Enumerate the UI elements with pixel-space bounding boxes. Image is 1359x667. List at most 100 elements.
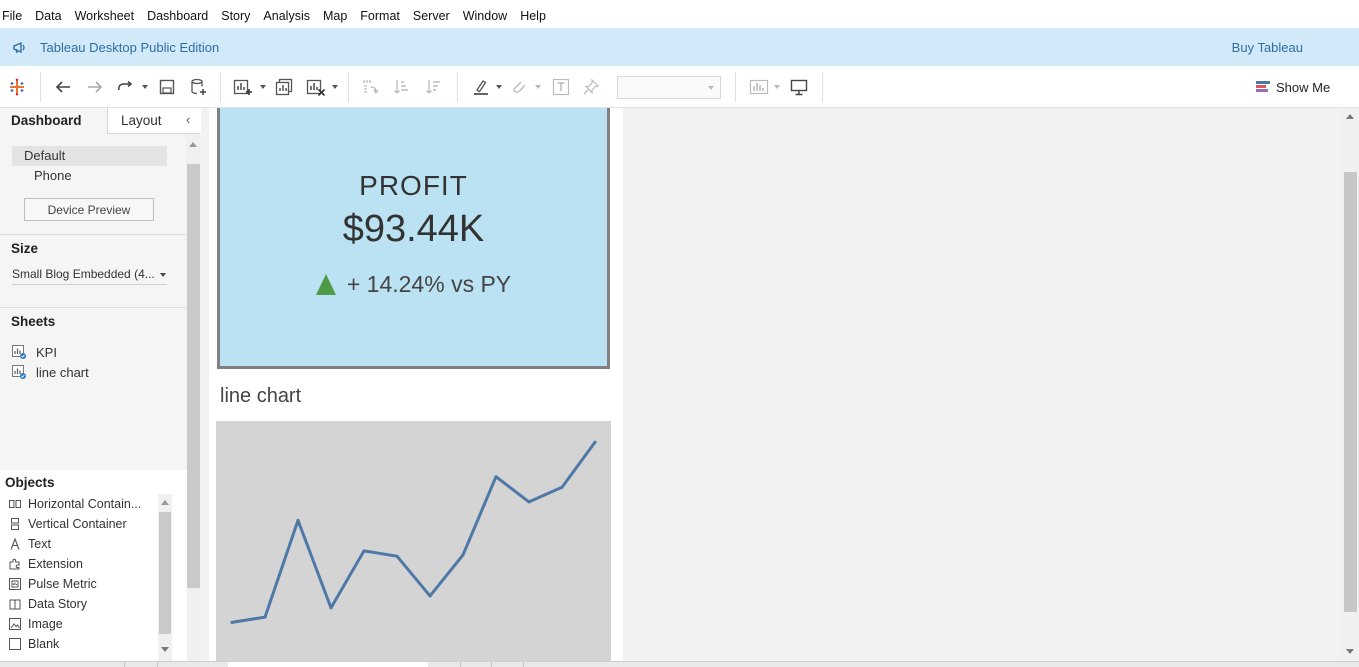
replay-icon[interactable] — [114, 76, 136, 98]
pulse-metric-icon — [9, 578, 21, 590]
tab-layout[interactable]: Layout — [107, 108, 200, 134]
highlight-dropdown-caret[interactable] — [496, 85, 502, 89]
duplicate-sheet-icon[interactable] — [273, 76, 295, 98]
pane-tabs: Dashboard Layout — [0, 108, 200, 134]
object-extension[interactable]: Extension — [9, 556, 83, 572]
size-dropdown[interactable]: Small Blog Embedded (4... — [12, 267, 167, 285]
kpi-delta-text: + 14.24% vs PY — [346, 271, 512, 297]
buy-tableau-link[interactable]: Buy Tableau — [1231, 39, 1303, 55]
save-icon[interactable] — [156, 76, 178, 98]
show-cards-icon — [748, 76, 770, 98]
object-blank[interactable]: Blank — [9, 636, 59, 652]
series-line[interactable] — [230, 440, 597, 624]
object-image[interactable]: Image — [9, 616, 63, 632]
data-point[interactable] — [428, 594, 432, 598]
data-story-icon — [9, 598, 21, 610]
menu-window[interactable]: Window — [462, 9, 508, 23]
highlight-icon[interactable] — [470, 76, 492, 98]
tableau-logo-icon[interactable] — [6, 76, 28, 98]
label-icon — [550, 76, 572, 98]
group-dropdown-caret — [535, 85, 541, 89]
menu-worksheet[interactable]: Worksheet — [74, 9, 135, 23]
menu-help[interactable]: Help — [520, 9, 546, 23]
data-point[interactable] — [395, 554, 399, 558]
device-preview-button[interactable]: Device Preview — [24, 198, 154, 221]
show-me-icon — [1256, 80, 1270, 94]
sort-descending-icon — [423, 76, 445, 98]
menu-data[interactable]: Data — [35, 9, 62, 23]
object-horizontal-container[interactable]: Horizontal Contain... — [9, 496, 141, 512]
pin-icon — [580, 76, 602, 98]
presentation-icon[interactable] — [788, 76, 810, 98]
menu-story[interactable]: Story — [221, 9, 251, 23]
menu-analysis[interactable]: Analysis — [263, 9, 310, 23]
kpi-label: PROFIT — [359, 170, 468, 201]
data-point[interactable] — [560, 485, 564, 489]
tab-dashboard[interactable]: Dashboard — [0, 108, 107, 134]
redo-icon[interactable] — [84, 76, 106, 98]
device-default[interactable]: Default — [12, 146, 167, 166]
menu-dashboard[interactable]: Dashboard — [147, 9, 209, 23]
extension-icon — [9, 558, 21, 570]
toolbar-separator — [348, 72, 349, 102]
new-datasource-icon[interactable] — [188, 76, 210, 98]
object-vertical-container[interactable]: Vertical Container — [9, 516, 127, 532]
clear-sheet-dropdown-caret[interactable] — [332, 85, 338, 89]
object-data-story[interactable]: Data Story — [9, 596, 87, 612]
new-sheet-dropdown-caret[interactable] — [260, 85, 266, 89]
toolbar-separator — [220, 72, 221, 102]
device-phone[interactable]: Phone — [34, 168, 72, 183]
dashboard-pane: Dashboard Layout ‹ Default Phone Device … — [0, 108, 201, 661]
show-me-label: Show Me — [1276, 79, 1331, 95]
data-point[interactable] — [263, 615, 267, 619]
line-chart[interactable] — [216, 421, 611, 661]
sheet-tab-bar — [0, 661, 1359, 667]
data-point[interactable] — [494, 475, 498, 479]
canvas-scrollbar[interactable] — [1342, 108, 1359, 661]
replay-dropdown-caret[interactable] — [142, 85, 148, 89]
size-value: Small Blog Embedded (4... — [12, 267, 155, 281]
pane-scrollbar[interactable] — [186, 134, 201, 661]
kpi-value: $93.44K — [342, 208, 485, 250]
menu-server[interactable]: Server — [412, 9, 450, 23]
blank-icon — [9, 638, 21, 650]
object-pulse-metric[interactable]: Pulse Metric — [9, 576, 97, 592]
menu-format[interactable]: Format — [360, 9, 400, 23]
data-point[interactable] — [329, 606, 333, 610]
data-point[interactable] — [593, 440, 597, 444]
new-sheet-icon[interactable] — [232, 76, 254, 98]
up-triangle-icon — [315, 274, 336, 295]
data-point[interactable] — [362, 549, 366, 553]
toolbar-separator — [735, 72, 736, 102]
data-point[interactable] — [527, 500, 531, 504]
toolbar-separator — [40, 72, 41, 102]
sheet-item-line-chart[interactable]: line chart — [12, 363, 89, 381]
menu-map[interactable]: Map — [322, 9, 348, 23]
clear-sheet-icon[interactable] — [305, 76, 327, 98]
show-cards-dropdown-caret — [774, 85, 780, 89]
line-chart-plot — [230, 440, 597, 624]
fit-dropdown[interactable] — [617, 76, 721, 99]
group-icon — [508, 76, 530, 98]
toolbar-separator — [457, 72, 458, 102]
show-me-button[interactable]: Show Me — [1256, 77, 1330, 97]
data-point[interactable] — [230, 620, 234, 624]
objects-scrollbar[interactable] — [158, 494, 172, 661]
sheet-item-kpi[interactable]: KPI — [12, 343, 57, 361]
text-icon — [9, 538, 21, 550]
menu-file[interactable]: File — [2, 9, 23, 23]
sheets-heading: Sheets — [11, 314, 56, 329]
sheet-label: KPI — [36, 344, 57, 360]
chevron-down-icon — [160, 273, 166, 277]
edition-banner: Tableau Desktop Public Edition Buy Table… — [0, 28, 1359, 66]
sheet-label: line chart — [36, 364, 89, 380]
divider — [0, 234, 186, 235]
undo-icon[interactable] — [52, 76, 74, 98]
object-text[interactable]: Text — [9, 536, 51, 552]
data-point[interactable] — [461, 553, 465, 557]
vertical-container-icon — [9, 518, 21, 530]
kpi-tile[interactable]: PROFIT $93.44K + 14.24% vs PY — [217, 108, 610, 369]
data-point[interactable] — [296, 518, 300, 522]
active-sheet-tab[interactable] — [228, 662, 428, 667]
collapse-pane-icon[interactable]: ‹ — [186, 112, 191, 127]
